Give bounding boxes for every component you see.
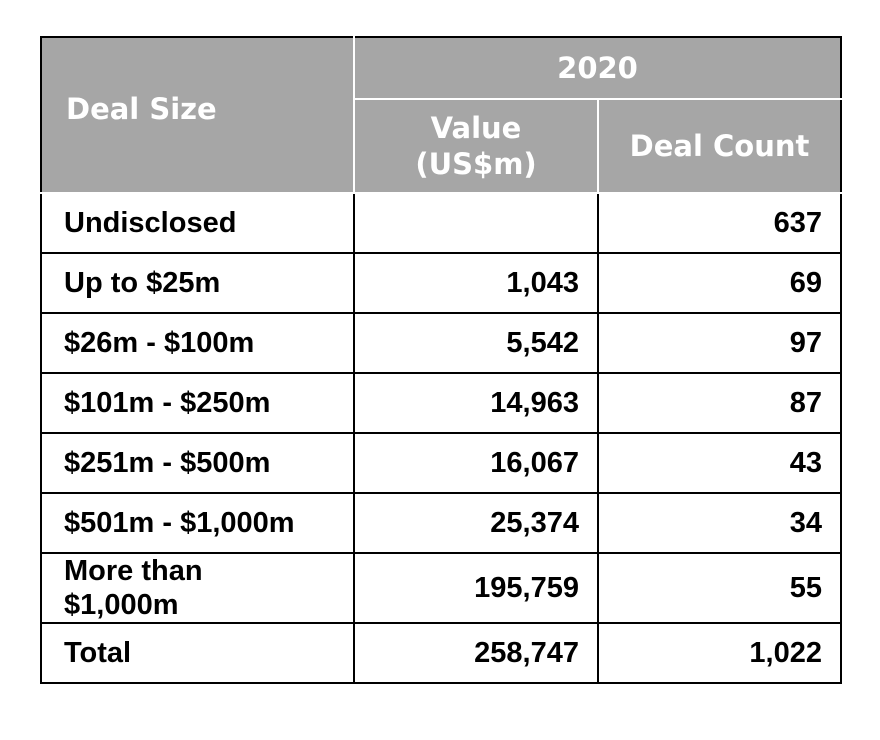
header-value-line2: (US$m) [415,147,537,181]
row-label: $501m - $1,000m [40,492,355,554]
row-count: 43 [597,432,842,494]
row-value: 195,759 [353,552,599,624]
row-count: 1,022 [597,622,842,684]
row-value: 5,542 [353,312,599,374]
header-year: 2020 [353,36,842,100]
row-value: 1,043 [353,252,599,314]
row-label: Up to $25m [40,252,355,314]
row-label: More than $1,000m [40,552,355,624]
row-value: 25,374 [353,492,599,554]
row-count: 55 [597,552,842,624]
row-label: Undisclosed [40,192,355,254]
table-row-26m-100m: $26m - $100m 5,542 97 [40,312,842,374]
row-value: 16,067 [353,432,599,494]
table-row-undisclosed: Undisclosed 637 [40,192,842,254]
row-label: $101m - $250m [40,372,355,434]
header-value: Value (US$m) [353,98,599,194]
table-row-501m-1000m: $501m - $1,000m 25,374 34 [40,492,842,554]
table-row-251m-500m: $251m - $500m 16,067 43 [40,432,842,494]
row-count: 34 [597,492,842,554]
table-row-more-than-1000m: More than $1,000m 195,759 55 [40,552,842,624]
row-count: 637 [597,192,842,254]
table-row-101m-250m: $101m - $250m 14,963 87 [40,372,842,434]
row-count: 97 [597,312,842,374]
row-label-line1: More than [64,555,203,587]
table-row-up-to-25m: Up to $25m 1,043 69 [40,252,842,314]
header-deal-size: Deal Size [40,36,355,194]
row-label: Total [40,622,355,684]
header-deal-count: Deal Count [597,98,842,194]
deal-size-table-container: Deal Size 2020 Value (US$m) Deal Count U… [40,36,842,684]
row-label-line2: $1,000m [64,589,179,621]
row-label: $26m - $100m [40,312,355,374]
row-value: 14,963 [353,372,599,434]
header-row-sub: Value (US$m) Deal Count [41,98,842,194]
row-count: 69 [597,252,842,314]
row-label: $251m - $500m [40,432,355,494]
row-value: 258,747 [353,622,599,684]
header-value-line1: Value [430,111,522,145]
row-count: 87 [597,372,842,434]
deal-size-table: Deal Size 2020 Value (US$m) Deal Count U… [40,36,842,684]
header-row-top: Deal Size 2020 [40,36,842,194]
table-row-total: Total 258,747 1,022 [40,622,842,684]
row-value [353,192,599,254]
